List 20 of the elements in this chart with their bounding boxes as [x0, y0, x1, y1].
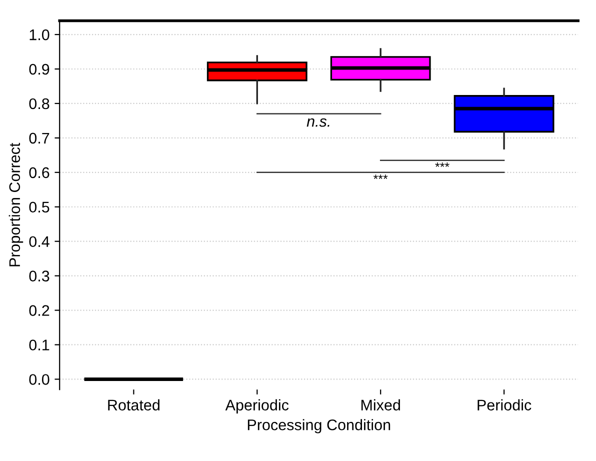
- y-tick-label: 0.5: [29, 202, 50, 213]
- y-tick-label: 0.3: [29, 270, 50, 282]
- x-axis-title: Processing Condition: [248, 419, 390, 434]
- y-tick-label: 1.0: [30, 29, 50, 40]
- y-tick-label: 0.1: [29, 340, 50, 350]
- y-tick-label: 0.6: [29, 167, 50, 178]
- y-tick-label: 0.9: [29, 64, 50, 75]
- y-axis-title: Proportion Correct: [8, 142, 24, 266]
- x-tick-label: Rotated: [108, 399, 160, 410]
- annotation: ***: [435, 162, 450, 167]
- annotation: n.s.: [306, 118, 330, 127]
- y-tick-label: 0.0: [29, 374, 50, 385]
- x-tick-label: Periodic: [478, 399, 532, 410]
- x-tick-label: Aperiodic: [225, 399, 289, 414]
- annotation: ***: [373, 174, 388, 179]
- y-tick-label: 0.7: [29, 132, 50, 144]
- y-tick-label: 0.4: [29, 236, 50, 248]
- x-tick-label: Mixed: [361, 399, 400, 410]
- y-tick-label: 0.2: [29, 305, 50, 316]
- y-tick-label: 0.8: [29, 98, 50, 110]
